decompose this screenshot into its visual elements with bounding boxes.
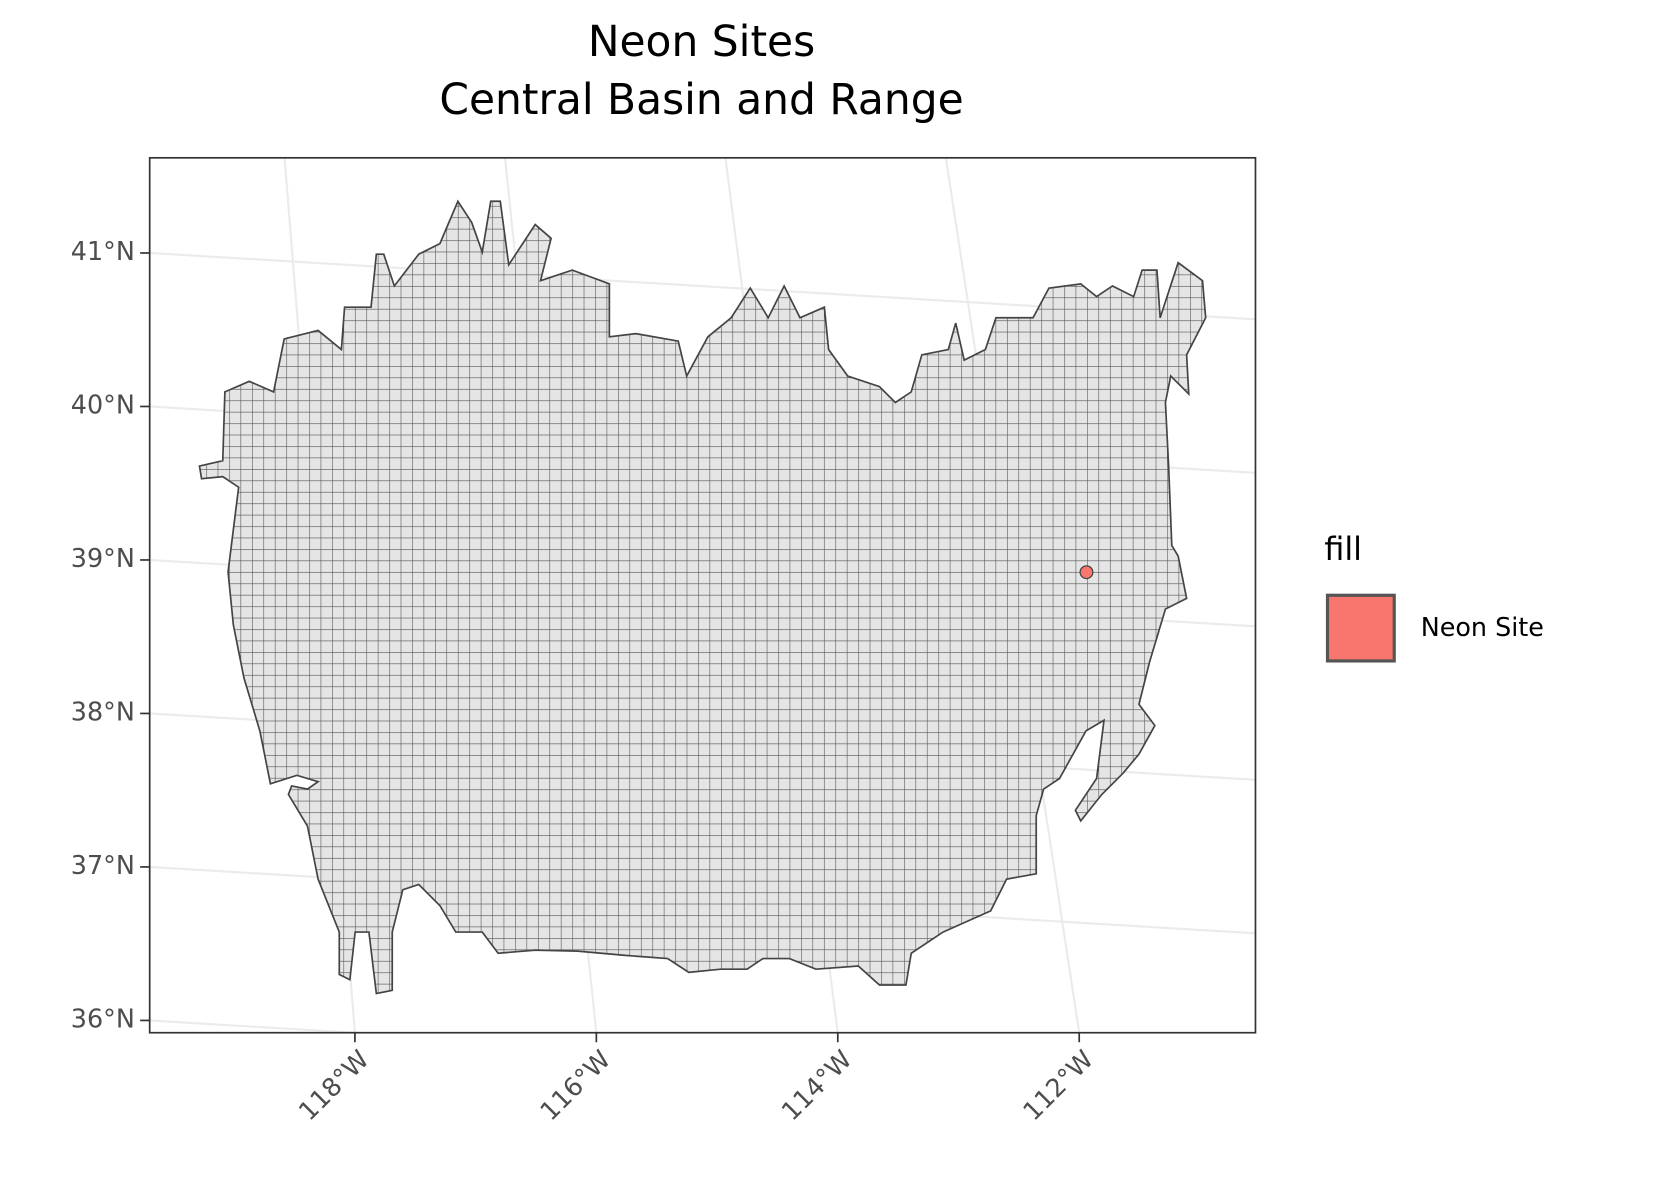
- x-tick-label: 116°W: [534, 1044, 616, 1126]
- title-line: Central Basin and Range: [439, 75, 963, 124]
- title-line: Neon Sites: [588, 17, 815, 66]
- y-tick-label: 41°N: [71, 236, 135, 266]
- x-tick-label: 112°W: [1017, 1044, 1099, 1126]
- marks: [1079, 565, 1094, 580]
- legend-label: Neon Site: [1421, 612, 1544, 642]
- y-tick-label: 36°N: [71, 1003, 135, 1033]
- x-tick-label: 114°W: [775, 1044, 857, 1126]
- site-point: [1079, 565, 1094, 580]
- panel-border: [148, 156, 1257, 1034]
- legend-title: fill: [1324, 532, 1362, 568]
- y-tick-label: 38°N: [71, 696, 135, 726]
- x-tick-label: 118°W: [292, 1044, 374, 1126]
- y-tick-label: 37°N: [71, 850, 135, 880]
- legend-key: [1325, 593, 1396, 663]
- grid-line: [149, 1019, 373, 1033]
- y-tick-label: 40°N: [71, 389, 135, 419]
- region-grid: [198, 199, 1207, 995]
- y-tick-label: 39°N: [71, 543, 135, 573]
